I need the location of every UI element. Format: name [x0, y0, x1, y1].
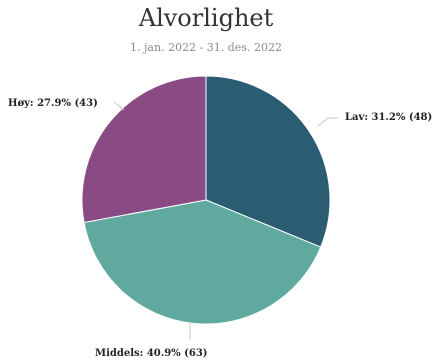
slice-label-lav: Lav: 31.2% (48): [345, 112, 432, 123]
slice-labels: Lav: 31.2% (48) Middels: 40.9% (63) Høy:…: [8, 98, 432, 359]
pie-slice-lav[interactable]: [205, 75, 331, 248]
leader-line-lav: [317, 117, 338, 127]
label-leaders: [113, 101, 338, 340]
slice-label-hoy: Høy: 27.9% (43): [8, 98, 98, 109]
pie-slice-hoy[interactable]: [81, 75, 207, 224]
pie-slice-middels[interactable]: [83, 199, 322, 325]
chart-title: Alvorlighet: [138, 4, 274, 32]
slice-label-middels: Middels: 40.9% (63): [95, 348, 208, 359]
leader-line-hoy: [113, 101, 125, 111]
chart-subtitle: 1. jan. 2022 - 31. des. 2022: [130, 41, 282, 54]
pie-slices: [81, 75, 331, 325]
